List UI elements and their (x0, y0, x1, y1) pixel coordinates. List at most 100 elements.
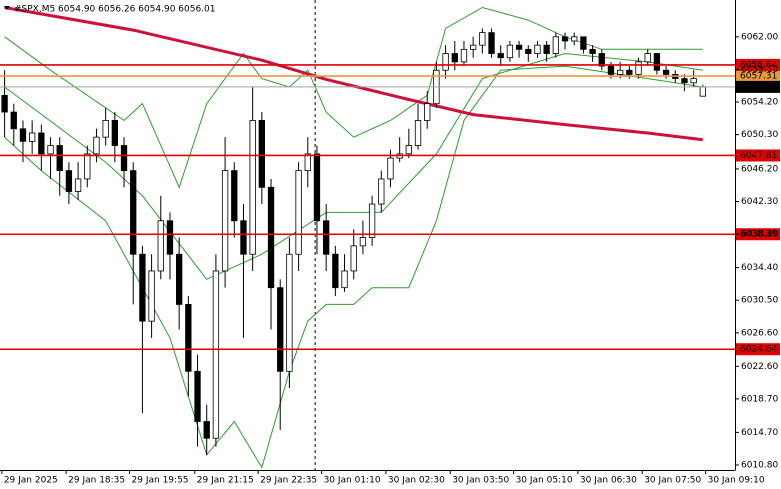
candle-body (258, 120, 265, 188)
candle-body (102, 120, 109, 138)
x-tick-label: 30 Jan 09:10 (708, 476, 765, 486)
candle-body (194, 370, 201, 422)
indicator-line (4, 65, 703, 469)
candle-body (589, 48, 596, 54)
x-tick-label: 30 Jan 02:30 (388, 476, 445, 486)
level-label: 6058.64 (740, 60, 777, 70)
candle-body (653, 53, 661, 71)
candle-body (277, 287, 284, 372)
candle-body (304, 153, 311, 172)
candle-body (111, 120, 119, 146)
x-tick-label: 29 Jan 19:55 (132, 476, 189, 486)
x-tick-label: 29 Jan 18:35 (68, 476, 125, 486)
candle-body (157, 220, 164, 272)
candle-body (295, 170, 302, 255)
candle-body (644, 53, 651, 63)
candle-body (74, 178, 82, 192)
level-label: 6057.31 (740, 72, 777, 82)
candle-body (240, 220, 247, 255)
candle-body (690, 78, 697, 84)
candle-body (607, 65, 615, 75)
level-layer: 6057.31 6058.64 6047.81 6038.39 6024.64 6056.… (0, 58, 780, 356)
candle-body (571, 36, 578, 42)
candle-body (626, 69, 633, 75)
level-label: 6056.01 (740, 82, 777, 92)
candle-body (534, 44, 541, 54)
candle-body (662, 69, 670, 75)
menu-arrow[interactable] (4, 6, 10, 10)
indicator-line (4, 6, 703, 189)
candle-body (93, 136, 100, 155)
candle-body (221, 170, 229, 272)
candle-body (405, 145, 412, 155)
level-label-bg (736, 70, 780, 83)
candle-body (185, 304, 192, 372)
candle-body (469, 44, 477, 50)
candle-body (479, 32, 486, 46)
candle-body (203, 421, 210, 439)
candle-body (322, 220, 330, 255)
y-tick-label: 6042.30 (741, 197, 778, 207)
y-tick-label: 6058.10 (741, 65, 778, 75)
y-tick-label: 6046.20 (741, 164, 778, 174)
y-tick-label: 6022.60 (741, 362, 778, 372)
y-tick-label: 6026.60 (741, 328, 778, 338)
candle-body (120, 145, 128, 172)
chart-title: #SPX,M5 6054.90 6056.26 6054.90 6056.01 (14, 5, 216, 15)
candle-body (506, 44, 514, 59)
candle-body (212, 270, 220, 439)
level-label-bg (736, 343, 780, 356)
candle-body (387, 157, 394, 180)
candle-body (552, 36, 560, 54)
x-tick-label: 30 Jan 07:50 (644, 476, 701, 486)
level-label: 6047.81 (740, 151, 777, 161)
level-label: 6024.64 (740, 345, 777, 355)
candle-body (515, 44, 523, 50)
candle-body (38, 132, 45, 155)
y-tick-label: 6054.20 (741, 98, 778, 108)
candle-body (525, 48, 532, 54)
candle-body (28, 132, 36, 142)
candle-body (84, 153, 91, 180)
candle-body (359, 237, 367, 247)
y-tick-label: 6062.00 (741, 32, 778, 42)
candle-body (65, 170, 73, 192)
candle-body (451, 53, 458, 63)
candle-body (378, 178, 385, 205)
x-tick-label: 29 Jan 22:35 (260, 476, 317, 486)
candle-body (19, 128, 27, 142)
candle-body (598, 53, 605, 67)
x-tick-label: 29 Jan 2025 (4, 476, 58, 486)
candle-body (1, 94, 8, 113)
y-tick-label: 6010.80 (741, 460, 778, 470)
candle-body (313, 153, 321, 222)
candle-body (424, 103, 431, 121)
x-tick-label: 29 Jan 21:15 (197, 476, 254, 486)
candle-body (139, 253, 146, 322)
y-tick-label: 6030.50 (741, 296, 778, 306)
candle-body (249, 120, 256, 255)
candle-body (175, 253, 183, 305)
candle-body (286, 253, 293, 372)
candle-body (368, 203, 376, 238)
candle-body (56, 145, 63, 172)
x-tick-label: 30 Jan 01:10 (324, 476, 381, 486)
candle-body (442, 53, 449, 71)
y-tick-label: 6018.70 (741, 394, 778, 404)
candle-body (543, 44, 550, 54)
level-label: 6038.39 (740, 230, 777, 240)
candle-body (231, 170, 238, 222)
candle-body (332, 253, 339, 289)
candle-body (267, 186, 275, 289)
candle-body (10, 111, 17, 130)
candle-body (488, 32, 495, 54)
candle-body (350, 245, 357, 272)
indicator-line (4, 6, 703, 142)
level-label-bg (736, 58, 780, 71)
y-tick-label: 6038.40 (741, 230, 778, 240)
candle-body (47, 145, 54, 155)
candle-body (681, 78, 688, 84)
candle-body (635, 61, 642, 75)
